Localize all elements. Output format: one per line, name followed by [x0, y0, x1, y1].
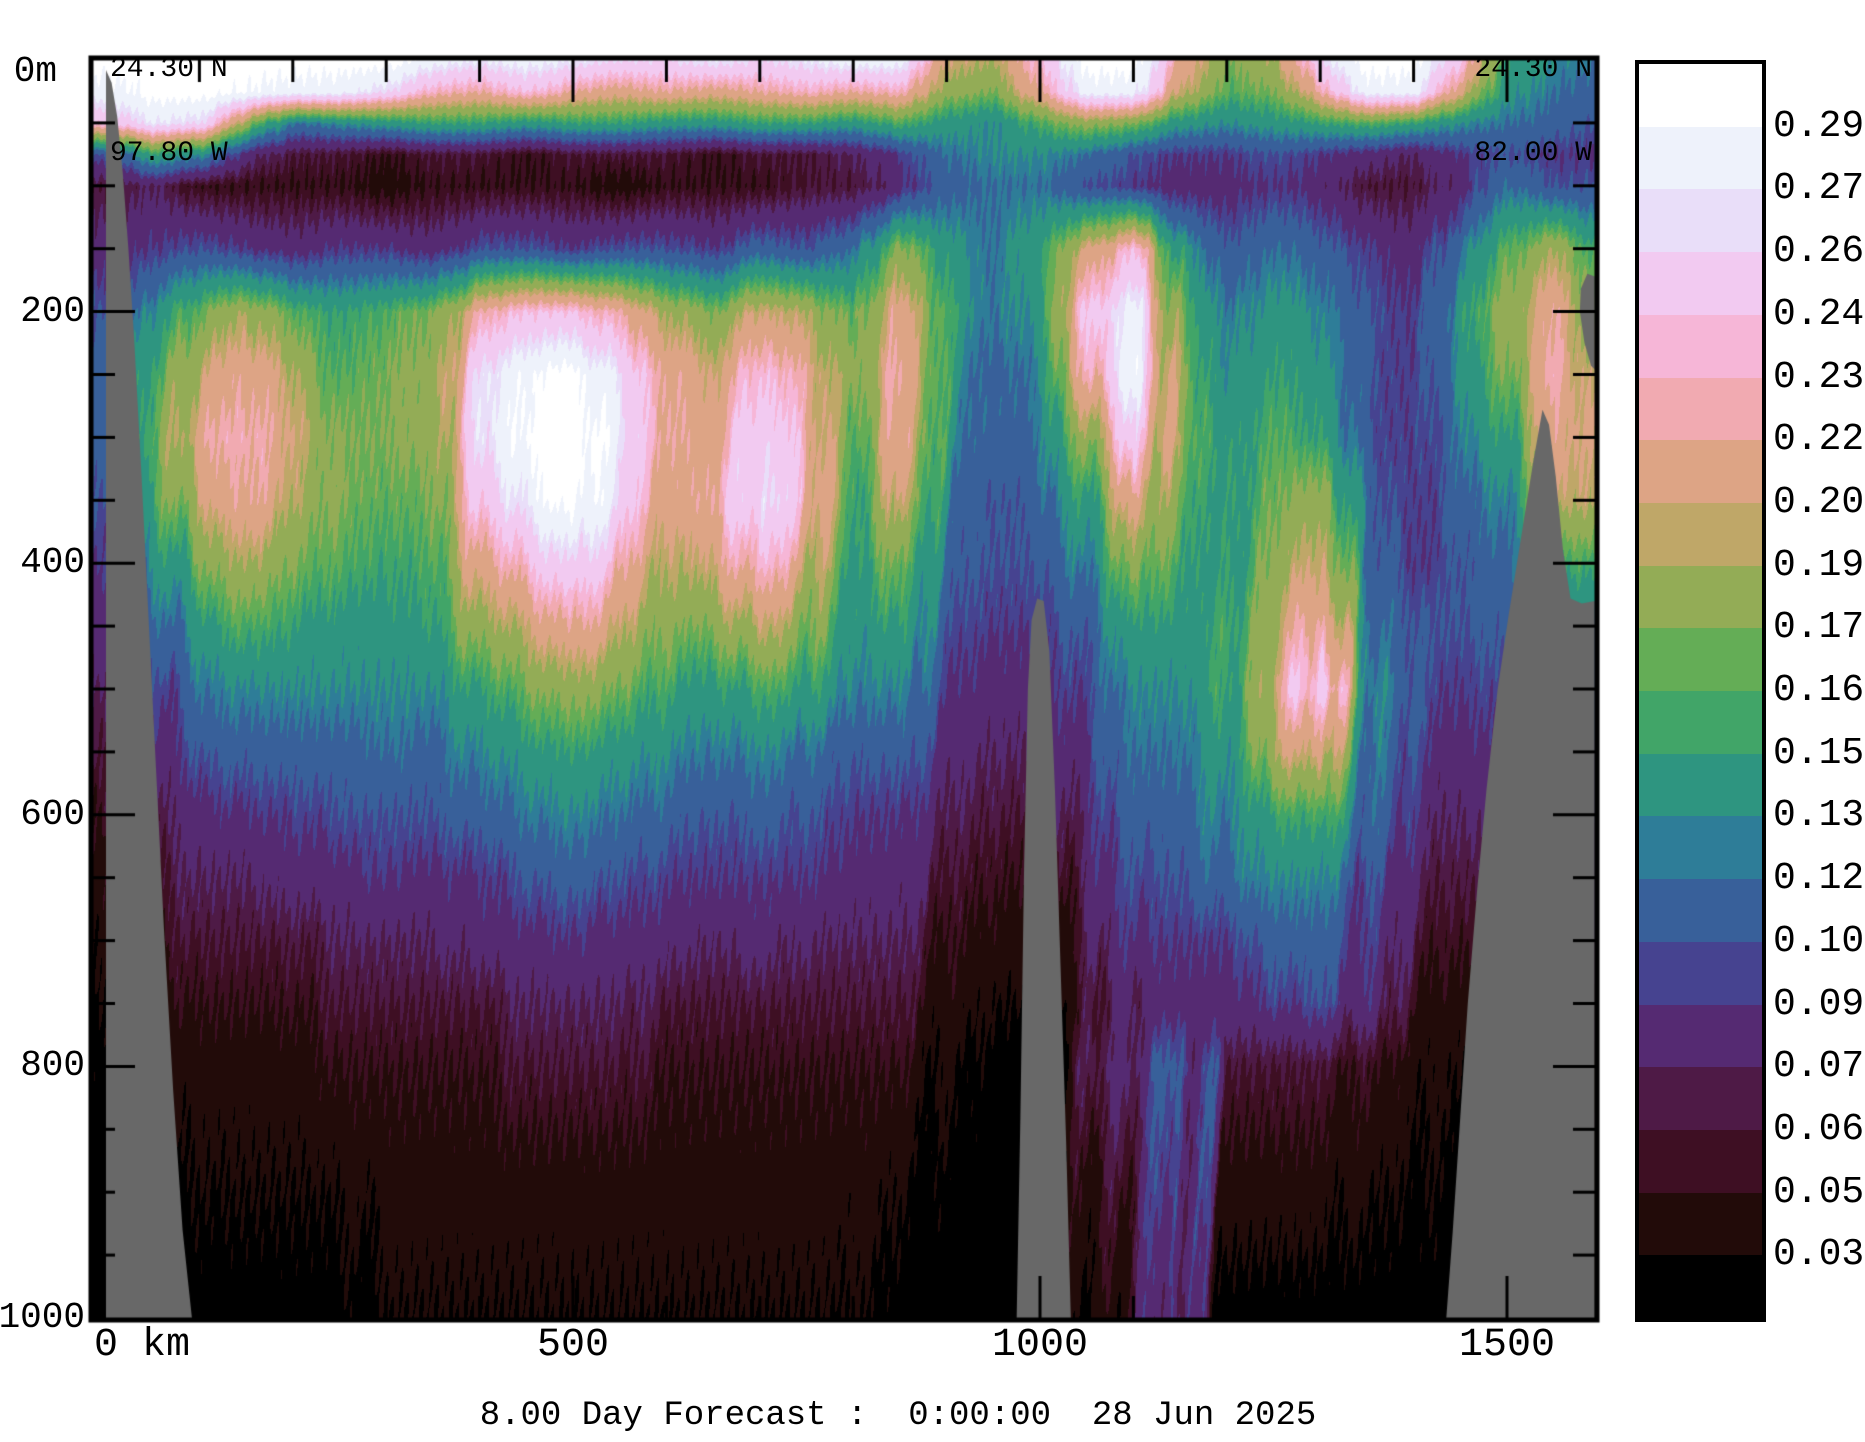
- x-axis-tick-label-1000: 1000: [991, 1323, 1089, 1368]
- colorbar-band: [1639, 1067, 1762, 1130]
- colorbar-tick-label-0.16: 0.16: [1773, 669, 1865, 712]
- colorbar-band: [1639, 502, 1762, 566]
- colorbar-band: [1639, 565, 1762, 629]
- colorbar-band: [1639, 691, 1762, 754]
- colorbar-tick-label-0.27: 0.27: [1773, 167, 1865, 211]
- colorbar-band: [1639, 440, 1762, 503]
- colorbar-band: [1639, 252, 1762, 315]
- colorbar-band: [1639, 1192, 1762, 1256]
- colorbar-tick-label-0.19: 0.19: [1773, 543, 1865, 587]
- end-latitude-label: 24.30 N: [1474, 54, 1592, 85]
- colorbar-band: [1639, 314, 1762, 378]
- colorbar-tick-label-0.05: 0.05: [1773, 1170, 1865, 1214]
- colorbar-tick-label-0.26: 0.26: [1773, 230, 1865, 274]
- colorbar-band: [1639, 941, 1762, 1005]
- colorbar-tick-label-0.20: 0.20: [1773, 480, 1865, 524]
- colorbar-tick-label-0.15: 0.15: [1773, 731, 1865, 775]
- colorbar-tick-label-0.24: 0.24: [1773, 292, 1865, 336]
- colorbar-band: [1639, 816, 1762, 880]
- x-axis-tick-label-500: 500: [536, 1323, 610, 1368]
- colorbar-tick-label-0.06: 0.06: [1773, 1107, 1865, 1151]
- colorbar-tick-label-0.12: 0.12: [1773, 857, 1865, 901]
- section-start-coordinates: 24.30 N 97.80 W: [110, 0, 228, 224]
- colorbar-band: [1639, 189, 1762, 253]
- colorbar-band: [1639, 64, 1762, 127]
- colorbar-tick-label-0.17: 0.17: [1773, 606, 1865, 650]
- y-axis-tick-label-600: 600: [20, 793, 85, 835]
- colorbar-tick-label-0.10: 0.10: [1773, 919, 1865, 963]
- colorbar-band: [1639, 879, 1762, 942]
- forecast-caption: 8.00 Day Forecast : 0:00:00 28 Jun 2025: [479, 1397, 1317, 1435]
- x-axis-tick-label-0-km: 0 km: [94, 1323, 191, 1368]
- colorbar-band: [1639, 1129, 1762, 1193]
- colorbar-tick-label-0.13: 0.13: [1773, 794, 1865, 838]
- start-latitude-label: 24.30 N: [110, 54, 228, 85]
- colorbar: [1635, 60, 1766, 1322]
- y-axis-tick-label-400: 400: [20, 542, 85, 584]
- section-end-coordinates: 24.30 N 82.00 W: [1474, 0, 1592, 224]
- colorbar-tick-label-0.23: 0.23: [1773, 355, 1865, 399]
- x-axis-tick-label-1500: 1500: [1458, 1323, 1556, 1368]
- y-axis-tick-label-200: 200: [20, 290, 85, 332]
- y-axis-tick-label-1000: 1000: [0, 1297, 85, 1338]
- colorbar-tick-label-0.03: 0.03: [1773, 1233, 1865, 1277]
- y-axis-surface-label: 0m: [13, 51, 57, 92]
- colorbar-band: [1639, 1004, 1762, 1068]
- y-axis-tick-label-800: 800: [20, 1045, 85, 1087]
- end-longitude-label: 82.00 W: [1474, 138, 1592, 169]
- start-longitude-label: 97.80 W: [110, 138, 228, 169]
- colorbar-band: [1639, 126, 1762, 190]
- colorbar-tick-label-0.29: 0.29: [1773, 104, 1865, 148]
- colorbar-tick-label-0.07: 0.07: [1773, 1045, 1865, 1089]
- colorbar-tick-label-0.09: 0.09: [1773, 982, 1865, 1026]
- colorbar-band: [1639, 628, 1762, 692]
- colorbar-band: [1639, 377, 1762, 441]
- colorbar-band: [1639, 1255, 1762, 1319]
- colorbar-band: [1639, 753, 1762, 817]
- colorbar-tick-label-0.22: 0.22: [1773, 418, 1865, 462]
